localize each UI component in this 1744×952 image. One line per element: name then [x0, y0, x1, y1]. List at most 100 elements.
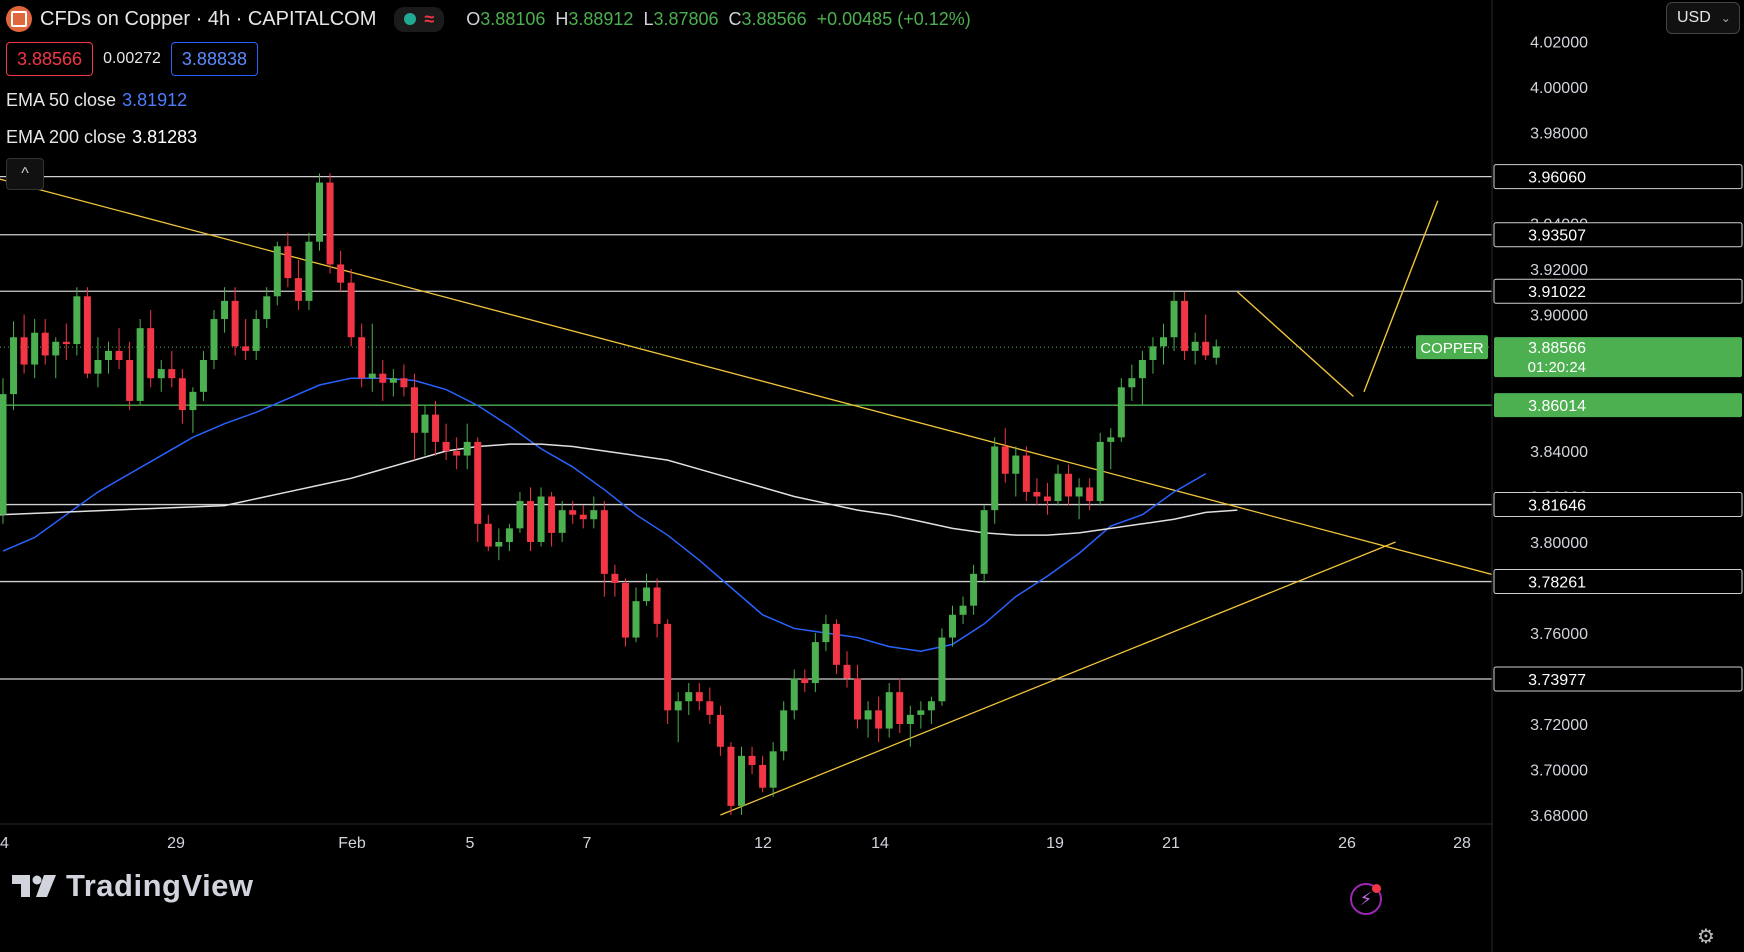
candle-body — [252, 319, 260, 351]
ema200-value: 3.81283 — [132, 127, 198, 147]
candle — [970, 564, 978, 615]
candle — [263, 287, 271, 329]
chart-header: CFDs on Copper · 4h · CAPITALCOM ≈ O 3.88… — [6, 4, 971, 34]
candle-body — [178, 378, 186, 411]
candle — [537, 487, 545, 547]
candle — [221, 287, 229, 333]
close-value: 3.88566 — [741, 8, 807, 29]
candle — [389, 369, 397, 397]
spread-value: 0.00272 — [103, 50, 161, 67]
x-tick-label: 5 — [466, 835, 475, 852]
y-tick-label: 3.72000 — [1530, 717, 1588, 734]
candle — [189, 387, 197, 433]
candle — [484, 514, 492, 552]
candle — [20, 314, 28, 374]
descending-trendline — [0, 178, 1533, 586]
candle-body — [31, 332, 39, 365]
candle — [252, 309, 260, 360]
candle-body — [970, 573, 978, 606]
candle — [664, 619, 672, 724]
candle-body — [738, 755, 745, 806]
low-label: L — [643, 8, 654, 29]
open-label: O — [466, 8, 481, 29]
high-value: 3.88912 — [568, 8, 634, 29]
candle-body — [1212, 346, 1220, 358]
candle — [927, 696, 935, 724]
candle — [157, 360, 165, 392]
candle-body — [199, 360, 207, 392]
candle — [94, 337, 102, 388]
candle-body — [495, 542, 503, 547]
candle-body — [516, 501, 524, 529]
candle-body — [991, 446, 999, 511]
candle-body — [432, 414, 440, 442]
candle-body — [305, 241, 313, 301]
candle — [115, 328, 123, 370]
buy-price-button[interactable]: 3.88838 — [170, 42, 258, 76]
candle-body — [73, 296, 81, 345]
price-axis-bg — [1492, 0, 1744, 952]
candle — [1170, 291, 1178, 351]
candle — [801, 669, 809, 693]
ema200-legend[interactable]: EMA 200 close 3.81283 — [6, 127, 197, 148]
candle — [168, 350, 176, 388]
chevron-down-icon: ⌄ — [1720, 11, 1731, 25]
candle — [421, 405, 429, 456]
high-label: H — [555, 8, 569, 29]
candle-body — [1128, 378, 1136, 388]
candle — [832, 619, 840, 674]
y-tick-label: 3.80000 — [1530, 535, 1588, 552]
projection-up-line — [1363, 200, 1439, 393]
candle — [906, 705, 914, 747]
candle-body — [242, 346, 250, 351]
candle-body — [463, 441, 471, 456]
level-tag-5 — [1493, 569, 1743, 595]
candle-body — [527, 501, 534, 542]
tradingview-logo: TradingView — [10, 868, 254, 904]
collapse-legend-button[interactable]: ^ — [6, 158, 44, 190]
candle — [0, 378, 7, 524]
x-tick-label: 19 — [1046, 835, 1064, 852]
candle — [199, 350, 207, 401]
currency-select[interactable]: USD ⌄ — [1666, 2, 1740, 34]
candle — [516, 491, 524, 533]
settings-gear-icon[interactable]: ⚙ — [1697, 926, 1715, 948]
candle-body — [822, 623, 830, 643]
candle — [1128, 364, 1136, 401]
market-status-pill[interactable]: ≈ — [394, 6, 445, 32]
candle-body — [147, 328, 155, 379]
ema200-label: EMA 200 close — [6, 127, 127, 147]
ema50-legend[interactable]: EMA 50 close 3.81912 — [6, 90, 187, 111]
candle — [147, 309, 155, 388]
candle-body — [294, 278, 302, 301]
sell-price-button[interactable]: 3.88566 — [6, 42, 94, 76]
candle-body — [906, 714, 914, 724]
candle-body — [0, 394, 7, 515]
candle — [10, 321, 18, 411]
delay-wave-icon: ≈ — [424, 8, 435, 29]
candle-body — [20, 337, 28, 365]
candle-body — [843, 664, 851, 679]
candle — [1138, 350, 1146, 406]
candle-body — [927, 701, 935, 711]
candle-body — [10, 337, 18, 395]
candle-body — [875, 710, 883, 729]
x-tick-label: Feb — [338, 835, 366, 852]
flash-alert-icon[interactable]: ⚡ — [1350, 883, 1382, 915]
x-tick-label: 24 — [0, 835, 9, 852]
candle-body — [706, 701, 714, 715]
chart-title[interactable]: CFDs on Copper · 4h · CAPITALCOM — [40, 7, 377, 30]
candle — [474, 437, 482, 542]
candle-body — [157, 369, 165, 379]
symbol-tag — [1416, 335, 1488, 360]
market-open-dot-icon — [404, 13, 417, 25]
candle — [242, 319, 250, 360]
candle-body — [1107, 437, 1115, 442]
y-tick-label: 3.92000 — [1530, 262, 1588, 279]
candle — [463, 423, 471, 470]
candle — [1001, 428, 1009, 483]
candle-body — [83, 296, 91, 374]
candle — [1160, 323, 1167, 365]
candle-body — [653, 587, 661, 624]
